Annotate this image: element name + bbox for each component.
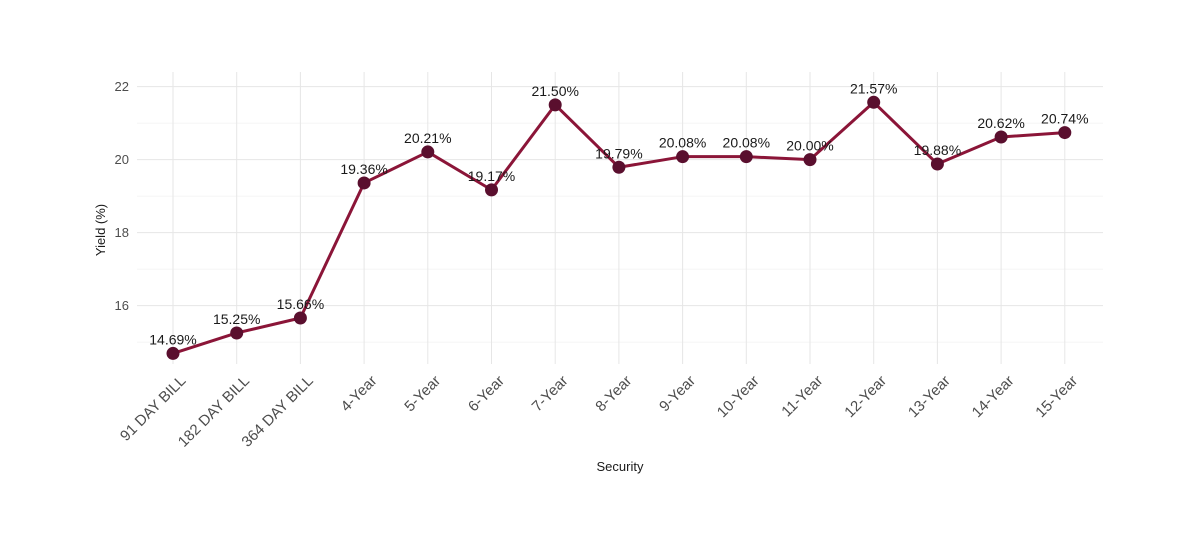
y-tick-label: 22 [115,79,129,94]
series-points [166,95,1072,360]
data-label: 20.00% [786,138,833,154]
data-label: 21.50% [531,83,578,99]
y-axis-title: Yield (%) [93,204,108,256]
data-label: 15.66% [277,296,324,312]
data-label: 19.36% [340,161,387,177]
x-tick-label: 7-Year [529,372,572,415]
x-tick-label: 15-Year [1032,372,1081,421]
data-label: 19.17% [468,168,515,184]
data-point [676,150,690,164]
data-label: 20.08% [723,135,770,151]
data-label: 20.74% [1041,111,1088,127]
data-label: 19.79% [595,145,642,161]
data-point [930,157,944,171]
data-point [548,98,562,112]
data-point [357,176,371,190]
data-point [867,95,881,109]
x-tick-label: 10-Year [714,372,763,421]
data-point [1058,126,1072,140]
x-tick-label: 9-Year [656,372,699,415]
data-point [803,153,817,167]
x-tick-label: 5-Year [401,372,444,415]
x-axis-title: Security [597,459,644,474]
data-point [421,145,435,159]
data-labels: 14.69% 15.25% 15.66% 19.36% 20.21% 19.17% 21.5… [149,80,1088,347]
data-label: 20.08% [659,135,706,151]
data-label: 14.69% [149,331,196,347]
y-tick-label: 16 [115,298,129,313]
x-tick-label: 13-Year [905,372,954,421]
data-point [166,346,180,360]
x-tick-label: 8-Year [592,372,635,415]
y-axis-ticks: 16 18 20 22 [115,79,129,313]
data-point [739,150,753,164]
data-point [293,311,307,325]
y-tick-label: 20 [115,152,129,167]
data-label: 15.25% [213,311,260,327]
data-point [994,130,1008,144]
data-point [612,160,626,174]
data-point [230,326,244,340]
x-tick-label: 12-Year [841,372,890,421]
data-label: 19.88% [914,142,961,158]
data-point [485,183,498,197]
grid [137,72,1103,364]
data-label: 21.57% [850,80,897,96]
data-label: 20.21% [404,130,451,146]
data-label: 20.62% [977,115,1024,131]
x-tick-label: 11-Year [778,372,826,420]
y-tick-label: 18 [115,225,129,240]
x-tick-label: 14-Year [969,372,1018,421]
x-tick-label: 6-Year [465,372,508,415]
x-tick-label: 4-Year [338,372,381,415]
